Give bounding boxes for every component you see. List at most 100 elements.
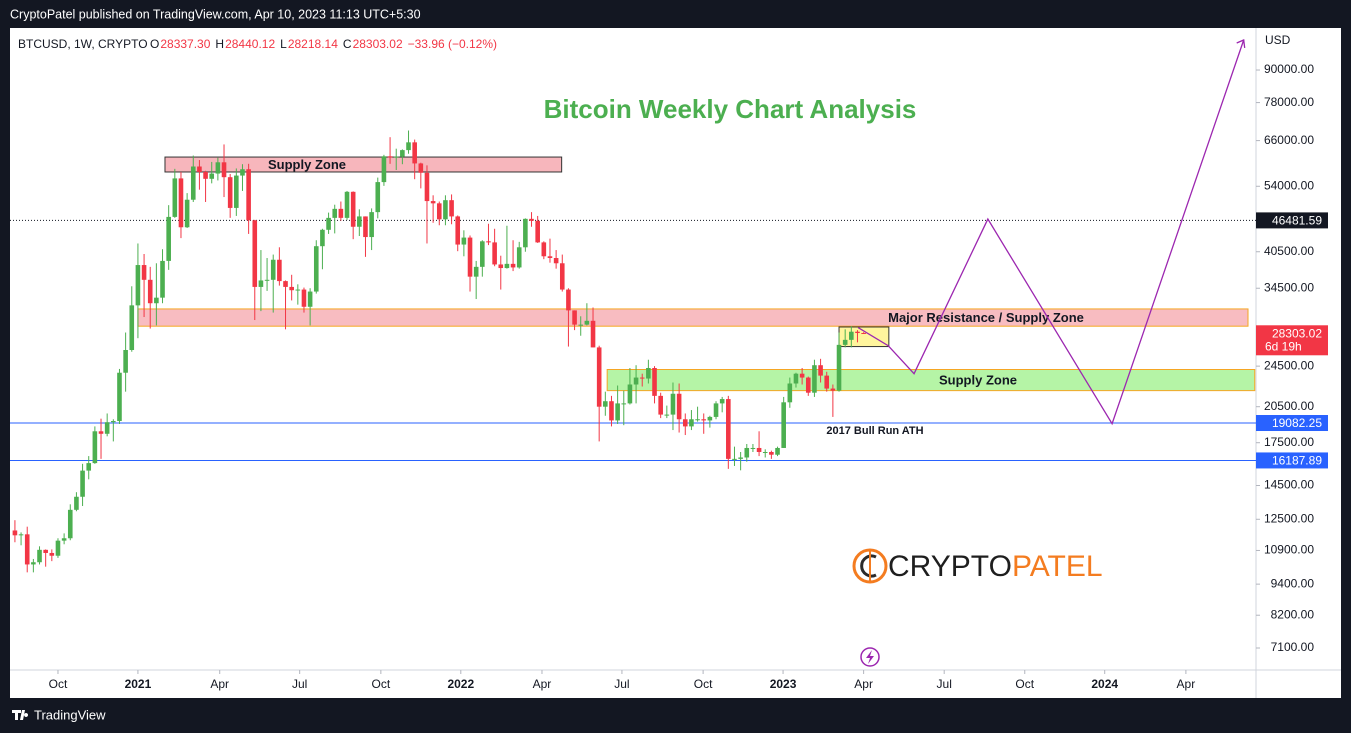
candle-body bbox=[836, 344, 842, 391]
price-label-bg bbox=[1256, 212, 1328, 229]
ohlc-key: O bbox=[150, 37, 159, 51]
candle-body bbox=[553, 258, 559, 264]
candle-body bbox=[750, 447, 756, 449]
lightning-icon[interactable] bbox=[860, 647, 880, 667]
candle-body bbox=[37, 549, 42, 563]
x-tick-label: Jul bbox=[292, 677, 307, 691]
zone-label: Major Resistance / Supply Zone bbox=[888, 310, 1084, 325]
candle-body bbox=[824, 375, 830, 389]
ohlc-value: 28218.14 bbox=[288, 37, 338, 51]
candle-body bbox=[559, 263, 565, 290]
candle-body bbox=[861, 333, 866, 335]
candle-body bbox=[744, 447, 750, 458]
candle-body bbox=[49, 552, 55, 556]
price-label: 19082.25 bbox=[1272, 416, 1322, 430]
x-tick-label: 2023 bbox=[770, 677, 797, 691]
candle-body bbox=[80, 470, 85, 497]
footer-logo bbox=[12, 710, 29, 720]
candle-body bbox=[701, 419, 707, 421]
candle-body bbox=[467, 237, 473, 277]
candle-body bbox=[504, 263, 510, 269]
candle-body bbox=[443, 200, 448, 220]
candle-body bbox=[197, 166, 202, 172]
footer-brand[interactable]: TradingView bbox=[34, 707, 106, 722]
candle-body bbox=[781, 402, 786, 448]
candle-body bbox=[480, 241, 485, 267]
candle-body bbox=[326, 217, 331, 230]
candle-body bbox=[541, 242, 547, 257]
candle-body bbox=[246, 169, 251, 221]
candle-body bbox=[258, 280, 264, 287]
zone-label: Supply Zone bbox=[939, 373, 1017, 388]
ohlc-key: C bbox=[343, 37, 352, 51]
zone-label: Supply Zone bbox=[268, 157, 346, 172]
candle-body bbox=[615, 403, 620, 421]
symbol: BTCUSD, 1W, CRYPTO bbox=[18, 37, 148, 51]
x-tick-label: Jul bbox=[937, 677, 952, 691]
y-tick-label: 34500.00 bbox=[1264, 280, 1314, 294]
candle-body bbox=[117, 372, 122, 422]
candle-body bbox=[670, 393, 676, 415]
candle-body bbox=[633, 377, 639, 385]
candle-body bbox=[129, 305, 135, 350]
candle-body bbox=[240, 169, 245, 176]
candle-body bbox=[369, 212, 374, 238]
logo-icon-inner bbox=[860, 554, 877, 578]
x-tick-label: Apr bbox=[1177, 677, 1196, 691]
projection-path bbox=[857, 39, 1245, 426]
candle-body bbox=[578, 324, 584, 326]
candle-body bbox=[344, 191, 350, 218]
candle-body bbox=[726, 399, 731, 459]
candle-body bbox=[652, 367, 657, 396]
candle-body bbox=[375, 182, 381, 213]
logo-part: CRYPTO bbox=[888, 550, 1012, 583]
candle-body bbox=[424, 172, 430, 202]
y-axis-label: USD bbox=[1265, 33, 1291, 47]
candle-body bbox=[762, 451, 768, 453]
candle-body bbox=[676, 393, 682, 420]
icon-bolt[interactable] bbox=[866, 650, 874, 664]
candle-body bbox=[418, 163, 424, 173]
chart-title: Bitcoin Weekly Chart Analysis bbox=[544, 94, 917, 124]
candle-body bbox=[104, 422, 110, 434]
candle-body bbox=[43, 549, 48, 553]
annotation: 2017 Bull Run ATH bbox=[826, 425, 923, 437]
candle-body bbox=[320, 229, 325, 247]
icon-ring[interactable] bbox=[860, 647, 880, 667]
candle-body bbox=[387, 156, 393, 158]
x-tick-label: 2022 bbox=[447, 677, 474, 691]
y-tick-label: 10900.00 bbox=[1264, 543, 1314, 557]
candle-body bbox=[498, 264, 504, 269]
candle-body bbox=[178, 178, 184, 228]
candle-body bbox=[111, 421, 116, 423]
candle-body bbox=[596, 347, 602, 407]
candle-body bbox=[793, 373, 799, 384]
y-tick-label: 24500.00 bbox=[1264, 358, 1314, 372]
candle-body bbox=[381, 156, 387, 183]
candle-body bbox=[147, 279, 153, 304]
candle-body bbox=[572, 310, 577, 325]
y-tick-label: 14500.00 bbox=[1264, 478, 1314, 492]
x-tick-label: Apr bbox=[210, 677, 229, 691]
candle-body bbox=[190, 166, 196, 200]
candle-body bbox=[289, 286, 294, 291]
price-label-bg bbox=[1256, 452, 1328, 469]
candle-body bbox=[473, 266, 479, 277]
chart-panel bbox=[10, 28, 1341, 698]
candle-body bbox=[92, 431, 98, 464]
y-tick-label: 78000.00 bbox=[1264, 95, 1314, 109]
price-label: 46481.59 bbox=[1272, 214, 1322, 228]
publish-info: CryptoPatel published on TradingView.com… bbox=[10, 7, 421, 21]
zone bbox=[164, 156, 563, 173]
x-tick-label: Jul bbox=[614, 677, 629, 691]
candle-body bbox=[689, 419, 694, 427]
candle-body bbox=[695, 419, 700, 421]
y-tick-label: 7100.00 bbox=[1271, 640, 1315, 654]
ohlc-legend: O 28337.30 H 28440.12 L 28218.14 C 28303.02 −33.… bbox=[150, 37, 497, 51]
candle-body bbox=[357, 216, 362, 227]
candle-body bbox=[412, 142, 417, 164]
candle-body bbox=[203, 171, 208, 179]
last-price-label: 28303.02 bbox=[1272, 326, 1322, 340]
logo: CRYPTOPATEL bbox=[852, 548, 1103, 584]
candle-body bbox=[74, 496, 79, 510]
